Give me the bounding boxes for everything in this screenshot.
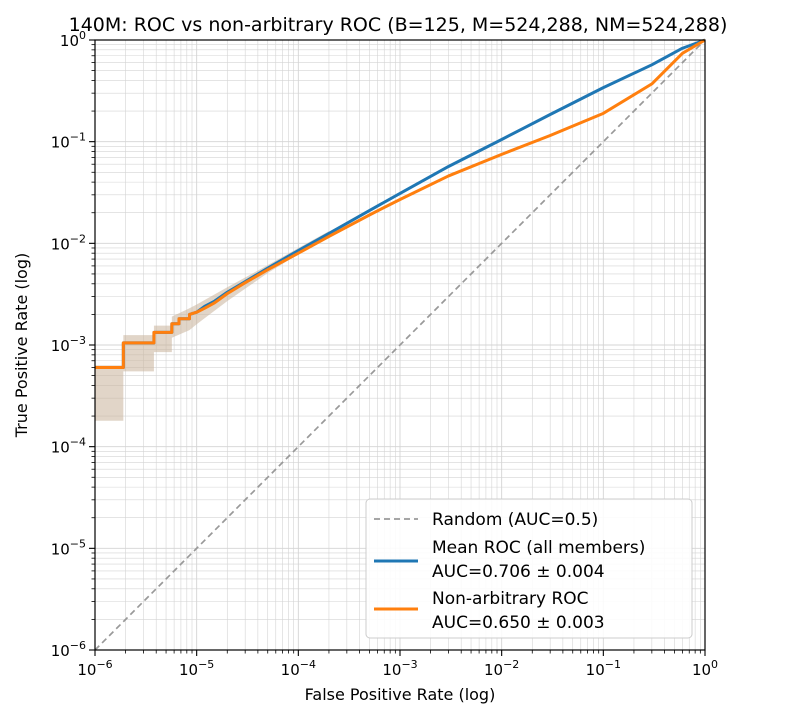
y-tick-label: 10−1 [51, 131, 86, 152]
y-tick-label: 10−3 [51, 334, 86, 355]
series-line-random-auc-0-5 [94, 39, 706, 651]
series-layer [94, 38, 706, 651]
legend-label: Mean ROC (all members) [432, 538, 645, 558]
x-axis-label: False Positive Rate (log) [305, 685, 496, 704]
legend-box [365, 498, 693, 639]
y-tick-label: 10−2 [51, 232, 86, 253]
y-tick-label: 10−6 [51, 639, 86, 660]
x-tick-label: 10−4 [281, 658, 316, 679]
chart-title: 140M: ROC vs non-arbitrary ROC (B=125, M… [69, 14, 728, 36]
series-line-non-arbitrary-roc [95, 38, 706, 370]
y-tick-label: 100 [60, 29, 86, 50]
y-tick-label: 10−5 [51, 537, 86, 558]
x-tick-label: 10−2 [484, 658, 519, 679]
x-tick-label: 10−3 [382, 658, 417, 679]
legend-label: Non-arbitrary ROC [432, 589, 589, 609]
y-axis-label: True Positive Rate (log) [12, 253, 31, 438]
y-tick-label: 10−4 [51, 436, 86, 457]
legend-label: AUC=0.650 ± 0.003 [432, 613, 605, 633]
x-tick-label: 10−1 [586, 658, 621, 679]
x-tick-label: 100 [692, 658, 718, 679]
legend-label: Random (AUC=0.5) [432, 510, 598, 530]
legend: Random (AUC=0.5) Mean ROC (all members) AU… [365, 498, 693, 639]
axis-ticks: 10−6 10−5 10−4 10−3 10−2 10−1 100 10−6 10−5 10−4 1… [51, 29, 718, 679]
x-tick-label: 10−5 [179, 658, 214, 679]
x-tick-label: 10−6 [77, 658, 112, 679]
legend-label: AUC=0.706 ± 0.004 [432, 562, 605, 582]
